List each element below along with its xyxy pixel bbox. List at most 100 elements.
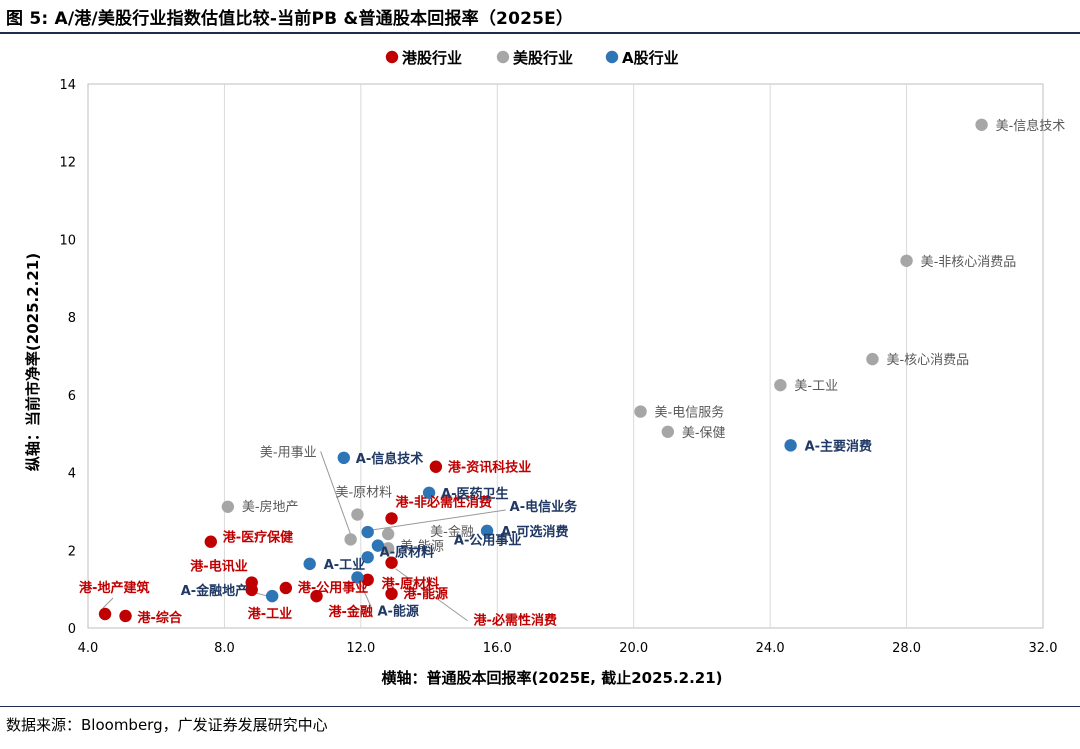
data-label: 美-用事业 [260,445,317,460]
x-tick-label: 24.0 [756,641,785,656]
data-point [351,571,364,584]
label-connectors [102,451,506,622]
data-point [385,512,398,525]
data-label: 美-房地产 [242,499,299,515]
data-label: A-主要消费 [805,438,872,454]
y-tick-label: 6 [68,389,76,404]
data-point [429,460,443,473]
y-axis-label: 纵轴：当前市净率(2025.2.21) [24,253,42,471]
x-tick-label: 20.0 [619,641,648,656]
data-label: A-可选消费 [501,524,568,540]
data-point [361,573,374,587]
footer-rule [0,706,1080,707]
data-label: A-医药卫生 [441,486,508,502]
data-point [784,439,797,452]
data-label: 美-能源 [400,539,444,554]
data-point [634,405,647,418]
data-label: A-公用事业 [454,533,521,549]
data-label: 美-信息技术 [996,118,1066,134]
data-label: 美-保健 [682,426,726,441]
title-rule [0,32,1080,34]
leader-line [395,568,468,622]
x-tick-label: 32.0 [1029,641,1058,656]
leader-line [320,451,352,535]
grid-lines [223,84,908,628]
data-point [661,425,675,438]
data-point [310,589,323,603]
data-label: A-原材料 [380,544,434,560]
x-axis-label: 横轴：普通股本回报率(2025E, 截止2025.2.21) [381,669,722,687]
leader-line [359,583,372,608]
data-point [265,589,279,603]
legend-label: A股行业 [622,49,679,67]
data-point [385,587,398,601]
data-point [422,486,436,499]
data-point [98,607,112,621]
y-tick-label: 8 [68,311,76,326]
data-point [361,525,374,539]
legend-label: 港股行业 [402,49,462,67]
legend-marker [496,50,510,64]
data-label: 港-工业 [248,606,292,622]
x-tick-label: 12.0 [346,641,375,656]
y-tick-label: 4 [68,467,76,482]
data-point [245,583,258,597]
data-label: 美-工业 [794,379,838,394]
source-note: 数据来源：Bloomberg，广发证券发展研究中心 [6,716,328,734]
axes: 4.0 8.0 12.0 16.0 20.0 24.0 28.0 32.0 0 2 4 6 8 10 12 1… [59,78,1057,656]
data-point [774,378,787,392]
data-label: 港-综合 [138,610,183,626]
data-point [480,524,494,538]
data-label: A-信息技术 [356,451,423,467]
data-point [900,254,913,267]
data-point [279,581,293,595]
y-tick-label: 14 [59,78,76,93]
data-label: A-工业 [324,557,365,573]
leader-line [102,597,114,609]
data-point [204,535,217,548]
data-label: 港-原材料 [382,576,439,592]
scatter-chart: 4.0 8.0 12.0 16.0 20.0 24.0 28.0 32.0 0 2 4 6 8 10 12 1… [24,49,1065,687]
x-tick-label: 28.0 [892,641,921,656]
data-label: A-电信业务 [510,499,578,515]
leader-line [371,509,506,531]
data-point [351,508,364,521]
figure-title: 图 5: A/港/美股行业指数估值比较-当前PB &普通股本回报率（2025E） [6,9,574,29]
data-label: 港-医疗保健 [223,530,293,546]
legend-label: 美股行业 [513,49,573,67]
data-point [303,557,316,571]
data-label: A-金融地产 [181,583,248,599]
data-label: 美-电信服务 [655,405,725,421]
legend: 港股行业 美股行业 A股行业 [385,49,679,67]
y-tick-label: 10 [59,233,76,248]
y-tick-label: 12 [59,156,76,171]
data-points [98,118,988,623]
data-point [381,527,395,541]
x-tick-label: 4.0 [78,641,99,656]
plot-area [87,83,1044,629]
legend-marker [605,50,619,64]
data-point [381,542,395,555]
data-label: 美-核心消费品 [886,353,969,368]
data-label: 美-非核心消费品 [921,255,1017,270]
data-label: 港-公用事业 [298,580,368,596]
legend-marker [385,50,399,64]
data-point [221,500,235,513]
data-point [337,451,351,465]
x-tick-label: 16.0 [483,641,512,656]
data-label: 港-必需性消费 [474,613,557,629]
data-label: 港-地产建筑 [79,580,149,596]
data-point [975,118,988,131]
data-point [344,533,357,546]
plot-border [87,83,1044,629]
data-point [361,551,374,564]
data-point [371,539,385,552]
y-tick-label: 0 [68,622,76,637]
data-point [866,352,879,366]
y-tick-label: 2 [68,544,76,559]
data-label: 美-金融 [430,524,474,540]
x-tick-label: 8.0 [214,641,235,656]
data-label: 港-能源 [404,586,448,602]
data-label: 港-电讯业 [190,559,247,575]
